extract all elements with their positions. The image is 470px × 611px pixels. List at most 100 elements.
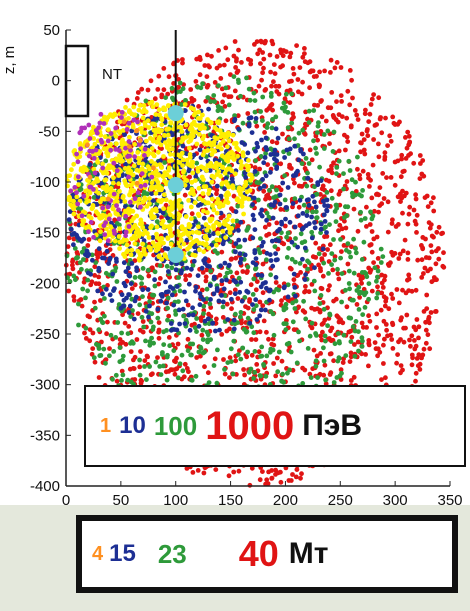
scatter-point (161, 87, 167, 93)
scatter-point (382, 336, 387, 342)
scatter-point (403, 135, 408, 140)
scatter-point (321, 146, 327, 151)
scatter-point (392, 122, 398, 127)
scatter-point (381, 342, 386, 348)
scatter-point (309, 229, 315, 235)
scatter-point (66, 288, 71, 294)
scatter-point (359, 335, 365, 341)
scatter-point (91, 155, 97, 161)
scatter-point (168, 241, 174, 247)
scatter-point (214, 316, 219, 322)
scatter-point (126, 292, 131, 297)
scatter-point (395, 352, 400, 357)
optical-module (167, 177, 184, 194)
scatter-point (207, 163, 213, 169)
scatter-point (230, 151, 236, 157)
scatter-point (289, 256, 295, 262)
scatter-point (251, 276, 257, 282)
scatter-point (434, 229, 440, 235)
scatter-point (287, 54, 293, 60)
y-tick-label: 50 (43, 22, 60, 39)
scatter-point (127, 199, 133, 205)
scatter-point (230, 183, 236, 189)
scatter-point (226, 131, 232, 137)
scatter-point (201, 297, 206, 302)
scatter-point (164, 263, 170, 269)
scatter-point (356, 348, 361, 354)
scatter-point (128, 182, 134, 188)
scatter-point (166, 335, 172, 340)
legend-10: 10 (119, 412, 146, 439)
scatter-point (177, 197, 182, 203)
scatter-point (161, 240, 166, 246)
scatter-point (292, 224, 298, 230)
scatter-point (164, 145, 170, 150)
scatter-point (396, 300, 402, 306)
scatter-point (147, 303, 152, 309)
scatter-point (135, 311, 141, 316)
scatter-point (269, 184, 275, 190)
scatter-point (110, 271, 116, 277)
scatter-point (244, 75, 249, 81)
scatter-point (302, 245, 308, 251)
scatter-point (236, 275, 242, 281)
scatter-point (117, 119, 123, 125)
scatter-point (236, 47, 241, 53)
scatter-point (220, 228, 226, 234)
scatter-point (376, 141, 381, 147)
scatter-point (376, 154, 382, 160)
scatter-point (234, 56, 239, 62)
scatter-point (182, 227, 188, 232)
scatter-point (352, 342, 357, 347)
scatter-point (299, 161, 305, 167)
scatter-point (394, 360, 399, 366)
scatter-point (384, 175, 389, 181)
scatter-point (362, 305, 368, 310)
scatter-point (153, 359, 159, 365)
scatter-point (237, 251, 243, 256)
scatter-point (363, 271, 369, 277)
scatter-point (318, 192, 323, 197)
scatter-point (397, 119, 402, 125)
scatter-point (165, 305, 171, 311)
scatter-point (312, 102, 317, 108)
scatter-point (124, 295, 129, 301)
scatter-point (177, 80, 183, 86)
y-tick-label: -100 (30, 174, 60, 191)
scatter-point (428, 310, 434, 315)
scatter-point (379, 377, 384, 382)
scatter-point (84, 248, 90, 254)
scatter-point (206, 311, 212, 317)
scatter-point (282, 223, 288, 229)
scatter-point (336, 276, 342, 282)
scatter-point (275, 135, 281, 141)
scatter-point (69, 167, 74, 173)
scatter-point (214, 380, 220, 386)
scatter-point (218, 76, 224, 81)
scatter-point (303, 109, 308, 115)
scatter-point (279, 378, 285, 384)
scatter-point (334, 313, 340, 319)
scatter-point (305, 170, 310, 176)
scatter-point (96, 375, 102, 380)
scatter-point (273, 237, 279, 243)
scatter-point (119, 378, 124, 383)
scatter-point (140, 161, 146, 167)
scatter-point (261, 65, 266, 71)
scatter-point (273, 83, 279, 89)
scatter-point (224, 182, 230, 187)
scatter-point (285, 230, 291, 236)
scatter-point (190, 470, 196, 475)
scatter-point (135, 190, 141, 196)
scatter-point (219, 146, 224, 152)
scatter-point (139, 171, 145, 177)
series-magenta (68, 110, 155, 244)
scatter-point (296, 157, 302, 163)
scatter-point (125, 154, 130, 160)
scatter-point (271, 332, 277, 338)
scatter-point (280, 180, 286, 186)
scatter-point (140, 225, 146, 231)
scatter-point (183, 273, 189, 279)
scatter-point (362, 216, 368, 221)
scatter-point (271, 62, 277, 67)
